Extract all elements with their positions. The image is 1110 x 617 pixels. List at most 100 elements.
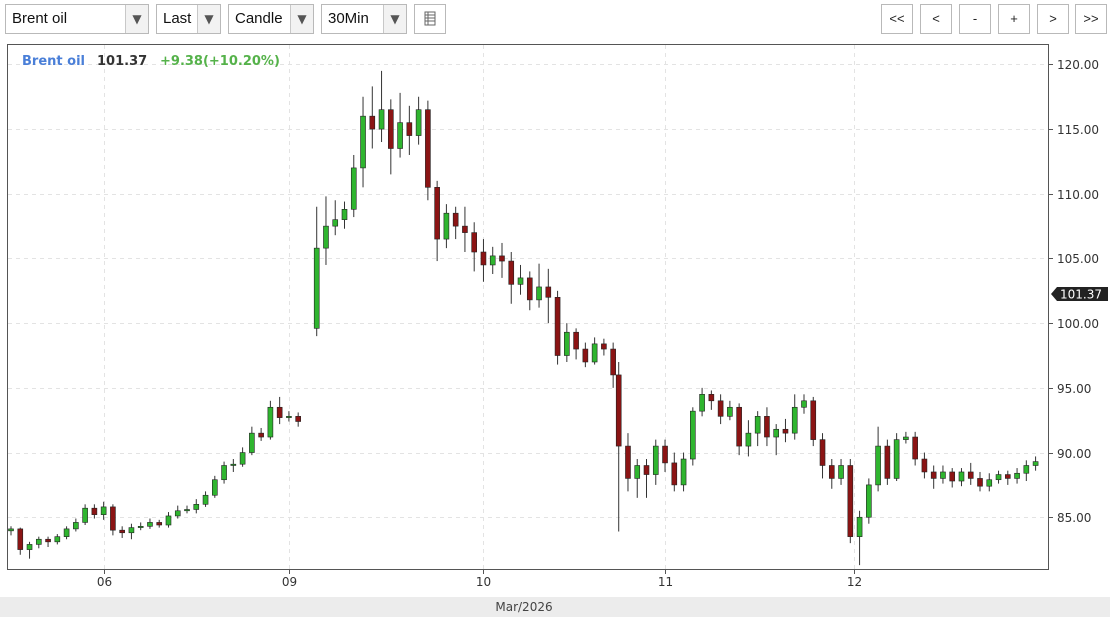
candle-up xyxy=(634,465,641,479)
candle-up xyxy=(564,331,570,356)
candle-down xyxy=(671,462,678,486)
candle-down xyxy=(545,286,552,298)
interval-select[interactable]: 30Min ▼ xyxy=(321,4,407,34)
candle-up xyxy=(332,219,339,227)
chevron-down-icon[interactable]: ▼ xyxy=(383,5,406,33)
candle-up xyxy=(128,527,135,534)
candle-down xyxy=(764,416,770,438)
candle-down xyxy=(610,348,616,376)
candle-up xyxy=(536,286,542,301)
candle-down xyxy=(573,331,579,350)
candle-up xyxy=(397,122,403,149)
chart-title: Brent oil 101.37 +9.38(+10.20%) xyxy=(22,54,280,69)
candle-up xyxy=(212,479,218,496)
candle-up xyxy=(1014,472,1020,479)
candle-up xyxy=(174,510,181,517)
candle-down xyxy=(977,478,983,487)
candle-down xyxy=(276,406,283,418)
zoom-in-button[interactable]: + xyxy=(998,4,1030,34)
candle-up xyxy=(360,115,366,169)
candle-down xyxy=(615,374,622,447)
candle-up xyxy=(165,515,172,526)
candlestick-chart[interactable]: 120.00 115.00 110.00 105.00 100.00 95.00 90.00… xyxy=(0,40,1110,597)
instrument-select[interactable]: Brent oil ▼ xyxy=(5,4,149,34)
candle-up xyxy=(745,432,752,447)
zoom-out-button[interactable]: - xyxy=(959,4,991,34)
y-tick-label: 90.00 xyxy=(1057,447,1091,461)
candle-up xyxy=(286,416,292,418)
candle-down xyxy=(782,428,789,434)
y-tick-label: 115.00 xyxy=(1057,123,1099,137)
nav-next-button[interactable]: > xyxy=(1037,4,1069,34)
candle-up xyxy=(690,410,696,460)
chevron-down-icon[interactable]: ▼ xyxy=(197,5,220,33)
candle-up xyxy=(903,436,909,440)
candle-up xyxy=(1032,461,1039,466)
candle-up xyxy=(1023,465,1030,474)
candle-down xyxy=(17,528,24,550)
candle-down xyxy=(388,109,394,149)
candle-up xyxy=(73,522,79,530)
candle-down xyxy=(480,251,487,266)
candle-down xyxy=(110,506,116,531)
candle-up xyxy=(82,507,88,523)
last-price: 101.37 xyxy=(97,54,147,69)
candle-down xyxy=(717,400,724,417)
candle-down xyxy=(1004,474,1011,479)
candle-up xyxy=(517,277,524,285)
candle-up xyxy=(995,474,1002,481)
candle-up xyxy=(443,212,450,240)
candle-up xyxy=(838,465,844,479)
chart-grid xyxy=(8,45,1048,569)
price-type-select[interactable]: Last ▼ xyxy=(156,4,221,34)
candle-up xyxy=(267,406,274,438)
candle-up xyxy=(875,445,881,486)
y-tick-label: 85.00 xyxy=(1057,511,1091,525)
candle-up xyxy=(8,528,14,532)
candle-down xyxy=(643,465,650,475)
candle-down xyxy=(406,122,413,136)
candle-down xyxy=(912,436,918,460)
candle-down xyxy=(425,109,431,188)
instrument-name: Brent oil xyxy=(22,54,85,69)
chevron-down-icon[interactable]: ▼ xyxy=(290,5,313,33)
candle-down xyxy=(736,406,742,447)
candle-up xyxy=(415,109,422,136)
candle-down xyxy=(810,400,817,440)
toolbar: Brent oil ▼ Last ▼ Candle ▼ 30Min ▼ << <… xyxy=(0,0,1110,40)
y-tick-label: 110.00 xyxy=(1057,188,1099,202)
x-tick-label: 09 xyxy=(282,575,297,589)
x-axis-month-bar: Mar/2026 xyxy=(0,597,1110,617)
candle-up xyxy=(791,406,798,434)
candle-down xyxy=(462,225,468,233)
candle-up xyxy=(856,516,863,537)
candle-down xyxy=(499,255,505,262)
candle-up xyxy=(193,504,200,510)
candle-down xyxy=(847,465,854,537)
candle-down xyxy=(119,529,125,534)
candle-down xyxy=(554,296,561,356)
candle-up xyxy=(63,528,70,537)
candle-up xyxy=(249,432,255,453)
x-tick-label: 11 xyxy=(658,575,673,589)
candle-up xyxy=(866,484,872,518)
candle-up xyxy=(940,471,946,479)
candle-up xyxy=(489,255,496,266)
nav-first-button[interactable]: << xyxy=(881,4,913,34)
candle-up xyxy=(35,538,42,545)
y-tick-label: 100.00 xyxy=(1057,317,1099,331)
chart-style-select[interactable]: Candle ▼ xyxy=(228,4,314,34)
x-axis: 06 09 10 11 12 xyxy=(97,569,862,589)
y-tick-label: 120.00 xyxy=(1057,58,1099,72)
candle-down xyxy=(930,471,937,479)
candle-down xyxy=(452,212,459,227)
price-change: +9.38(+10.20%) xyxy=(160,54,280,69)
nav-last-button[interactable]: >> xyxy=(1075,4,1107,34)
candle-up xyxy=(100,506,107,515)
candle-down xyxy=(582,348,589,363)
chevron-down-icon[interactable]: ▼ xyxy=(125,5,148,33)
candle-series xyxy=(8,70,1039,566)
table-view-button[interactable] xyxy=(414,4,446,34)
candle-up xyxy=(221,465,227,481)
nav-prev-button[interactable]: < xyxy=(920,4,952,34)
